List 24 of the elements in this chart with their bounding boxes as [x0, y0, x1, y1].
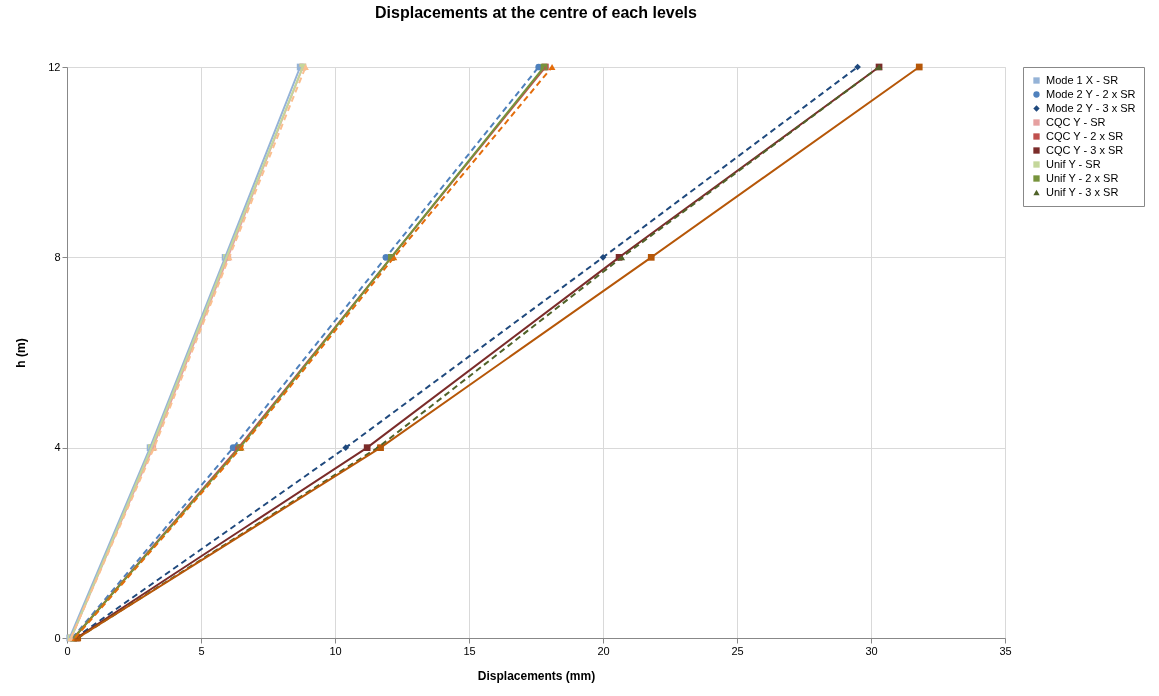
legend-label: Mode 2 Y - 3 x SR — [1046, 101, 1136, 114]
x-tick-label: 5 — [198, 644, 205, 657]
x-tick-label: 30 — [865, 644, 878, 657]
legend-label: Unif Y - SR — [1046, 157, 1101, 170]
legend-label: CQC Y - 2 x SR — [1046, 129, 1124, 142]
chart-title: Displacements at the centre of each levels — [375, 4, 698, 21]
legend-label: CQC Y - 3 x SR — [1046, 143, 1124, 156]
x-axis-title: Displacements (mm) — [477, 668, 596, 683]
y-tick-label: 12 — [48, 60, 61, 73]
legend-label: Unif Y - 2 x SR — [1046, 171, 1119, 184]
legend-label: CQC Y - SR — [1046, 115, 1106, 128]
x-tick-label: 25 — [731, 644, 744, 657]
y-tick-label: 0 — [54, 631, 61, 644]
x-tick-label: 20 — [597, 644, 610, 657]
x-tick-label: 0 — [64, 644, 71, 657]
legend-label: Mode 1 X - SR — [1046, 73, 1119, 86]
y-tick-label: 8 — [54, 250, 61, 263]
x-tick-label: 15 — [463, 644, 476, 657]
legend-label: Mode 2 Y - 2 x SR — [1046, 87, 1136, 100]
y-tick-label: 4 — [54, 441, 61, 454]
x-tick-label: 35 — [999, 644, 1012, 657]
y-axis-title: h (m) — [14, 338, 29, 368]
x-tick-label: 10 — [329, 644, 342, 657]
legend-label: Unif Y - 3 x SR — [1046, 185, 1119, 198]
